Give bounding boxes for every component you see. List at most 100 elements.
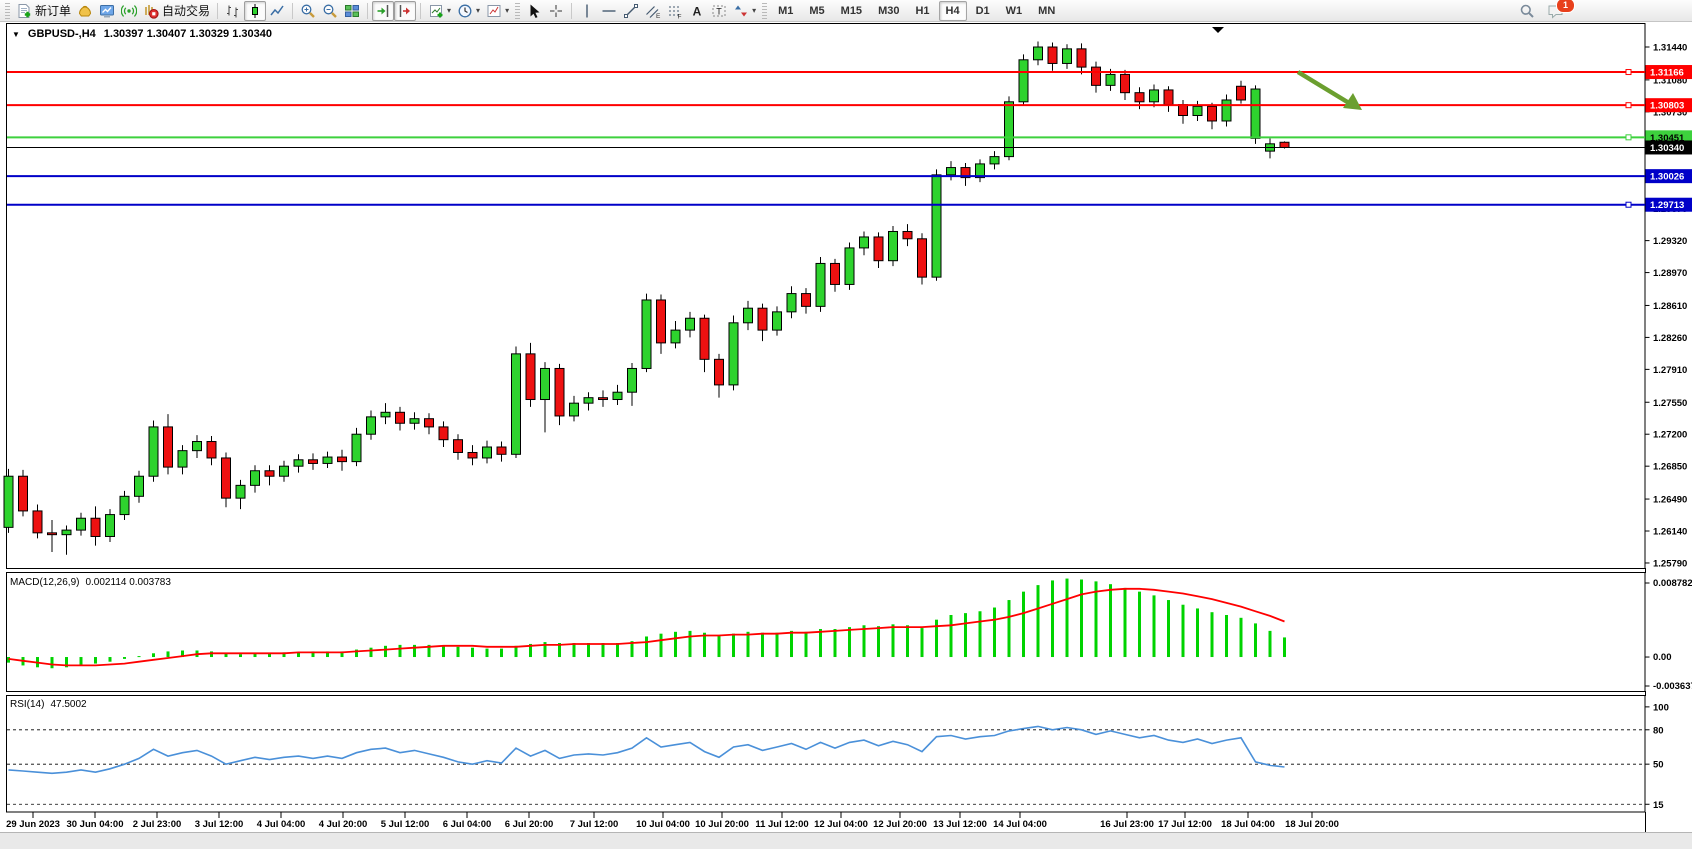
toolbar-drag-handle[interactable]	[762, 2, 768, 19]
bullish-candle	[989, 156, 1000, 165]
bullish-candle	[250, 470, 260, 486]
rsi-axis-label: 100	[1653, 702, 1669, 713]
macd-histogram-bar	[1181, 604, 1185, 658]
bearish-candle	[424, 418, 434, 428]
macd-histogram-bar	[1036, 585, 1040, 658]
horizontal-line-button[interactable]	[598, 1, 620, 21]
line-drag-handle[interactable]	[1625, 102, 1632, 109]
bullish-candle	[670, 329, 681, 344]
time-axis-label: 2 Jul 23:00	[133, 819, 182, 830]
toolbar-drag-handle[interactable]	[515, 2, 521, 19]
fibonacci-icon: F	[669, 6, 682, 19]
timeframe-w1-button[interactable]: W1	[1005, 4, 1023, 17]
trend-arrow-head[interactable]	[1343, 93, 1362, 110]
bullish-candle	[728, 322, 739, 386]
macd-histogram-bar	[166, 651, 170, 658]
bullish-candle	[3, 475, 14, 528]
line-drag-handle[interactable]	[1625, 69, 1632, 76]
text-button[interactable]: A	[686, 1, 708, 21]
bullish-candle	[366, 416, 376, 435]
equidistant-channel-button[interactable]: E	[642, 1, 664, 21]
bullish-candle	[641, 299, 652, 369]
timeframe-m15-button[interactable]: M15	[840, 4, 863, 17]
line-drag-handle[interactable]	[1625, 134, 1632, 141]
chart-menu-arrow-icon[interactable]: ▼	[12, 29, 20, 39]
line-drag-handle[interactable]	[1625, 201, 1632, 208]
bearish-candle	[598, 397, 608, 401]
crosshair-button[interactable]	[545, 1, 567, 21]
cursor-button[interactable]	[523, 1, 545, 21]
templates-button[interactable]: ▾	[483, 1, 512, 21]
time-axis-label: 14 Jul 04:00	[993, 819, 1047, 830]
timeframe-h4-button[interactable]: H4	[938, 0, 967, 21]
macd-histogram-bar	[964, 613, 967, 658]
text-label-button[interactable]: T	[708, 1, 730, 21]
macd-histogram-bar	[659, 633, 663, 658]
price-axis-label: 1.28970	[1653, 268, 1687, 279]
fibonacci-button[interactable]: F	[664, 1, 686, 21]
bearish-candle	[47, 532, 57, 536]
line-chart-button[interactable]	[266, 1, 288, 21]
auto-scroll-icon	[377, 4, 389, 17]
chart-shift-button[interactable]	[394, 0, 417, 21]
timeframe-m1-button[interactable]: M1	[778, 4, 794, 17]
bearish-candle	[438, 426, 449, 441]
arrows-button[interactable]: ▾	[730, 1, 759, 21]
vertical-line-button[interactable]	[576, 1, 598, 21]
indicators-button[interactable]: ▾	[425, 1, 454, 21]
macd-plot-area[interactable]	[6, 573, 1645, 691]
zoom-in-button[interactable]	[297, 1, 319, 21]
trendline-button[interactable]	[620, 1, 642, 21]
rsi-plot-area[interactable]	[6, 696, 1645, 812]
timeframe-h1-button[interactable]: H1	[915, 4, 930, 17]
price-scale-area[interactable]	[1645, 24, 1692, 812]
chart-shift-icon	[399, 4, 411, 17]
macd-histogram-bar	[1239, 617, 1243, 658]
timeframe-m30-button[interactable]: M30	[878, 4, 900, 17]
macd-histogram-bar	[210, 651, 213, 658]
search-button[interactable]	[1516, 1, 1538, 21]
vertical-line-icon	[586, 4, 588, 17]
macd-histogram-bar	[79, 657, 83, 666]
time-scale-area[interactable]	[6, 813, 1645, 832]
periods-button[interactable]: ▾	[454, 1, 483, 21]
bar-chart-button[interactable]	[222, 1, 244, 21]
panel-splitter[interactable]	[6, 692, 1645, 696]
timeframe-m5-button[interactable]: M5	[809, 4, 825, 17]
time-axis-label: 29 Jun 2023	[6, 819, 60, 830]
notification-badge: 1	[1556, 0, 1575, 13]
notifications-button[interactable]: 1	[1544, 0, 1575, 21]
price-axis-label: 1.31440	[1653, 43, 1687, 54]
new-order-button[interactable]: 新订单	[13, 1, 74, 21]
zoom-out-button[interactable]	[319, 1, 341, 21]
bullish-candle	[482, 446, 492, 459]
price-chart-plot-area[interactable]	[6, 24, 1645, 569]
macd-histogram-bar	[1094, 581, 1098, 658]
tile-windows-button[interactable]	[341, 1, 363, 21]
timeframe-d1-button[interactable]: D1	[975, 4, 990, 17]
chart-shift-marker[interactable]	[1212, 27, 1224, 33]
chart-ohlc-values: 1.30397 1.30407 1.30329 1.30340	[103, 28, 272, 40]
candlestick-chart-button[interactable]	[244, 0, 267, 21]
bullish-candle	[1192, 105, 1203, 117]
bullish-candle	[583, 397, 594, 404]
price-axis-label: 1.31080	[1653, 75, 1687, 86]
signals-button[interactable]	[118, 1, 140, 21]
bullish-candle	[569, 402, 579, 417]
macd-histogram-bar	[688, 630, 692, 658]
metaeditor-button[interactable]	[74, 1, 96, 21]
bearish-candle	[1236, 85, 1246, 101]
bullish-candle	[931, 174, 942, 278]
macd-panel-border	[6, 572, 1646, 692]
autotrading-button[interactable]: 自动交易	[140, 1, 213, 21]
time-axis-label: 11 Jul 12:00	[755, 819, 808, 830]
macd-values: 0.002114 0.003783	[85, 577, 171, 588]
auto-scroll-button[interactable]	[372, 0, 395, 21]
panel-splitter[interactable]	[6, 569, 1645, 573]
terminal-button[interactable]	[96, 1, 118, 21]
macd-histogram-bar	[978, 611, 982, 658]
timeframe-mn-button[interactable]: MN	[1038, 4, 1056, 17]
trend-arrow-line[interactable]	[1296, 70, 1351, 105]
toolbar-drag-handle[interactable]	[5, 2, 10, 19]
